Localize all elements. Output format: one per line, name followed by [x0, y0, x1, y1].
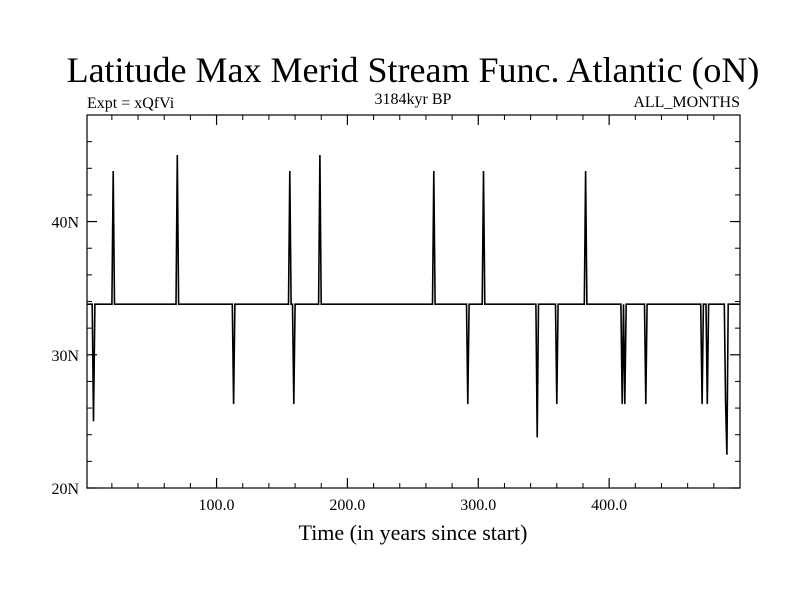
- x-tick-label: 200.0: [329, 497, 365, 514]
- x-tick-label: 400.0: [591, 497, 627, 514]
- x-tick-label: 100.0: [199, 497, 235, 514]
- axis-ticks: [87, 114, 740, 489]
- plot-area: [87, 154, 740, 455]
- plot-frame: [86, 114, 741, 489]
- x-axis-label: Time (in years since start): [299, 520, 528, 545]
- x-tick-label: 300.0: [460, 497, 496, 514]
- tick-labels: 100.0 200.0 300.0 400.0 20N 30N 40N: [51, 215, 627, 514]
- chart-subtitle-right: ALL_MONTHS: [633, 94, 740, 111]
- y-tick-label: 40N: [51, 215, 79, 232]
- series-line: [87, 154, 740, 455]
- chart-subtitle-center: 3184kyr BP: [375, 91, 452, 108]
- y-tick-label: 20N: [51, 481, 79, 498]
- chart-title: Latitude Max Merid Stream Func. Atlantic…: [67, 50, 760, 90]
- y-tick-label: 30N: [51, 348, 79, 365]
- chart-subtitle-left: Expt = xQfVi: [87, 95, 175, 112]
